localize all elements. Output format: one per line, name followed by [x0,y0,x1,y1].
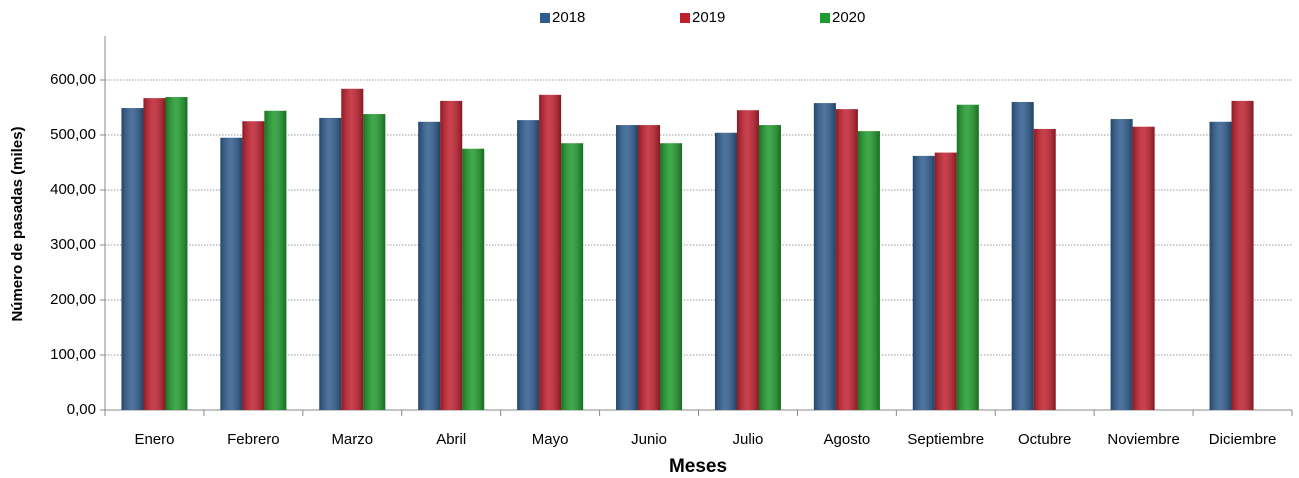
bar-shade [363,114,386,410]
bar-shade [143,98,166,411]
x-tick-label: Abril [436,431,466,448]
legend-label: 2020 [832,9,865,26]
x-tick-label: Noviembre [1107,431,1180,448]
legend-swatch [820,13,830,23]
bar-shade [813,103,836,410]
bar-shade [1011,102,1034,410]
x-tick-label: Septiembre [907,431,984,448]
bar-shade [1033,128,1056,410]
bar-shade [736,110,759,410]
bar-shade [714,132,737,411]
bar-shade [165,97,188,411]
bar-shade [462,148,485,410]
legend-label: 2019 [692,9,725,26]
bar-shade [418,121,441,411]
x-tick-label: Agosto [824,431,871,448]
x-tick-label: Junio [631,431,667,448]
bar-shade [539,94,562,410]
y-tick-label: 200,00 [50,291,96,308]
bar-shade [912,155,935,410]
bar-shade [835,109,858,411]
y-tick-label: 600,00 [50,71,96,88]
bar-shade [660,143,683,410]
x-tick-label: Mayo [532,431,569,448]
y-tick-label: 100,00 [50,346,96,363]
bar-shade [121,108,144,411]
bar-shade [857,131,880,410]
bar-shade [956,104,979,410]
x-tick-label: Octubre [1018,431,1071,448]
bar-shade [1209,121,1232,411]
bar-shade [242,121,265,410]
y-tick-label: 500,00 [50,126,96,143]
x-tick-label: Febrero [227,431,280,448]
bar-shade [1110,119,1133,411]
y-tick-label: 400,00 [50,181,96,198]
bar-shade [319,117,342,410]
legend-swatch [540,13,550,23]
bar-shade [638,125,661,410]
bar-shade [758,125,781,410]
bar-shade [341,88,364,411]
x-axis-title: Meses [669,456,727,477]
x-tick-label: Julio [733,431,764,448]
bar-shade [517,120,540,411]
bar-shade [220,137,243,410]
bar-shade [934,152,957,410]
bar-shade [561,143,584,410]
bar-shade [440,100,463,411]
legend-label: 2018 [552,9,585,26]
x-tick-label: Marzo [331,431,373,448]
y-tick-label: 300,00 [50,236,96,253]
y-tick-label: 0,00 [67,401,96,418]
legend-swatch [680,13,690,23]
x-tick-label: Enero [134,431,174,448]
bar-shade [264,110,287,411]
bar-shade [616,125,639,410]
x-tick-label: Diciembre [1209,431,1277,448]
y-axis-title: Número de pasadas (miles) [9,126,26,321]
bar-shade [1231,100,1254,411]
bar-shade [1132,126,1155,410]
